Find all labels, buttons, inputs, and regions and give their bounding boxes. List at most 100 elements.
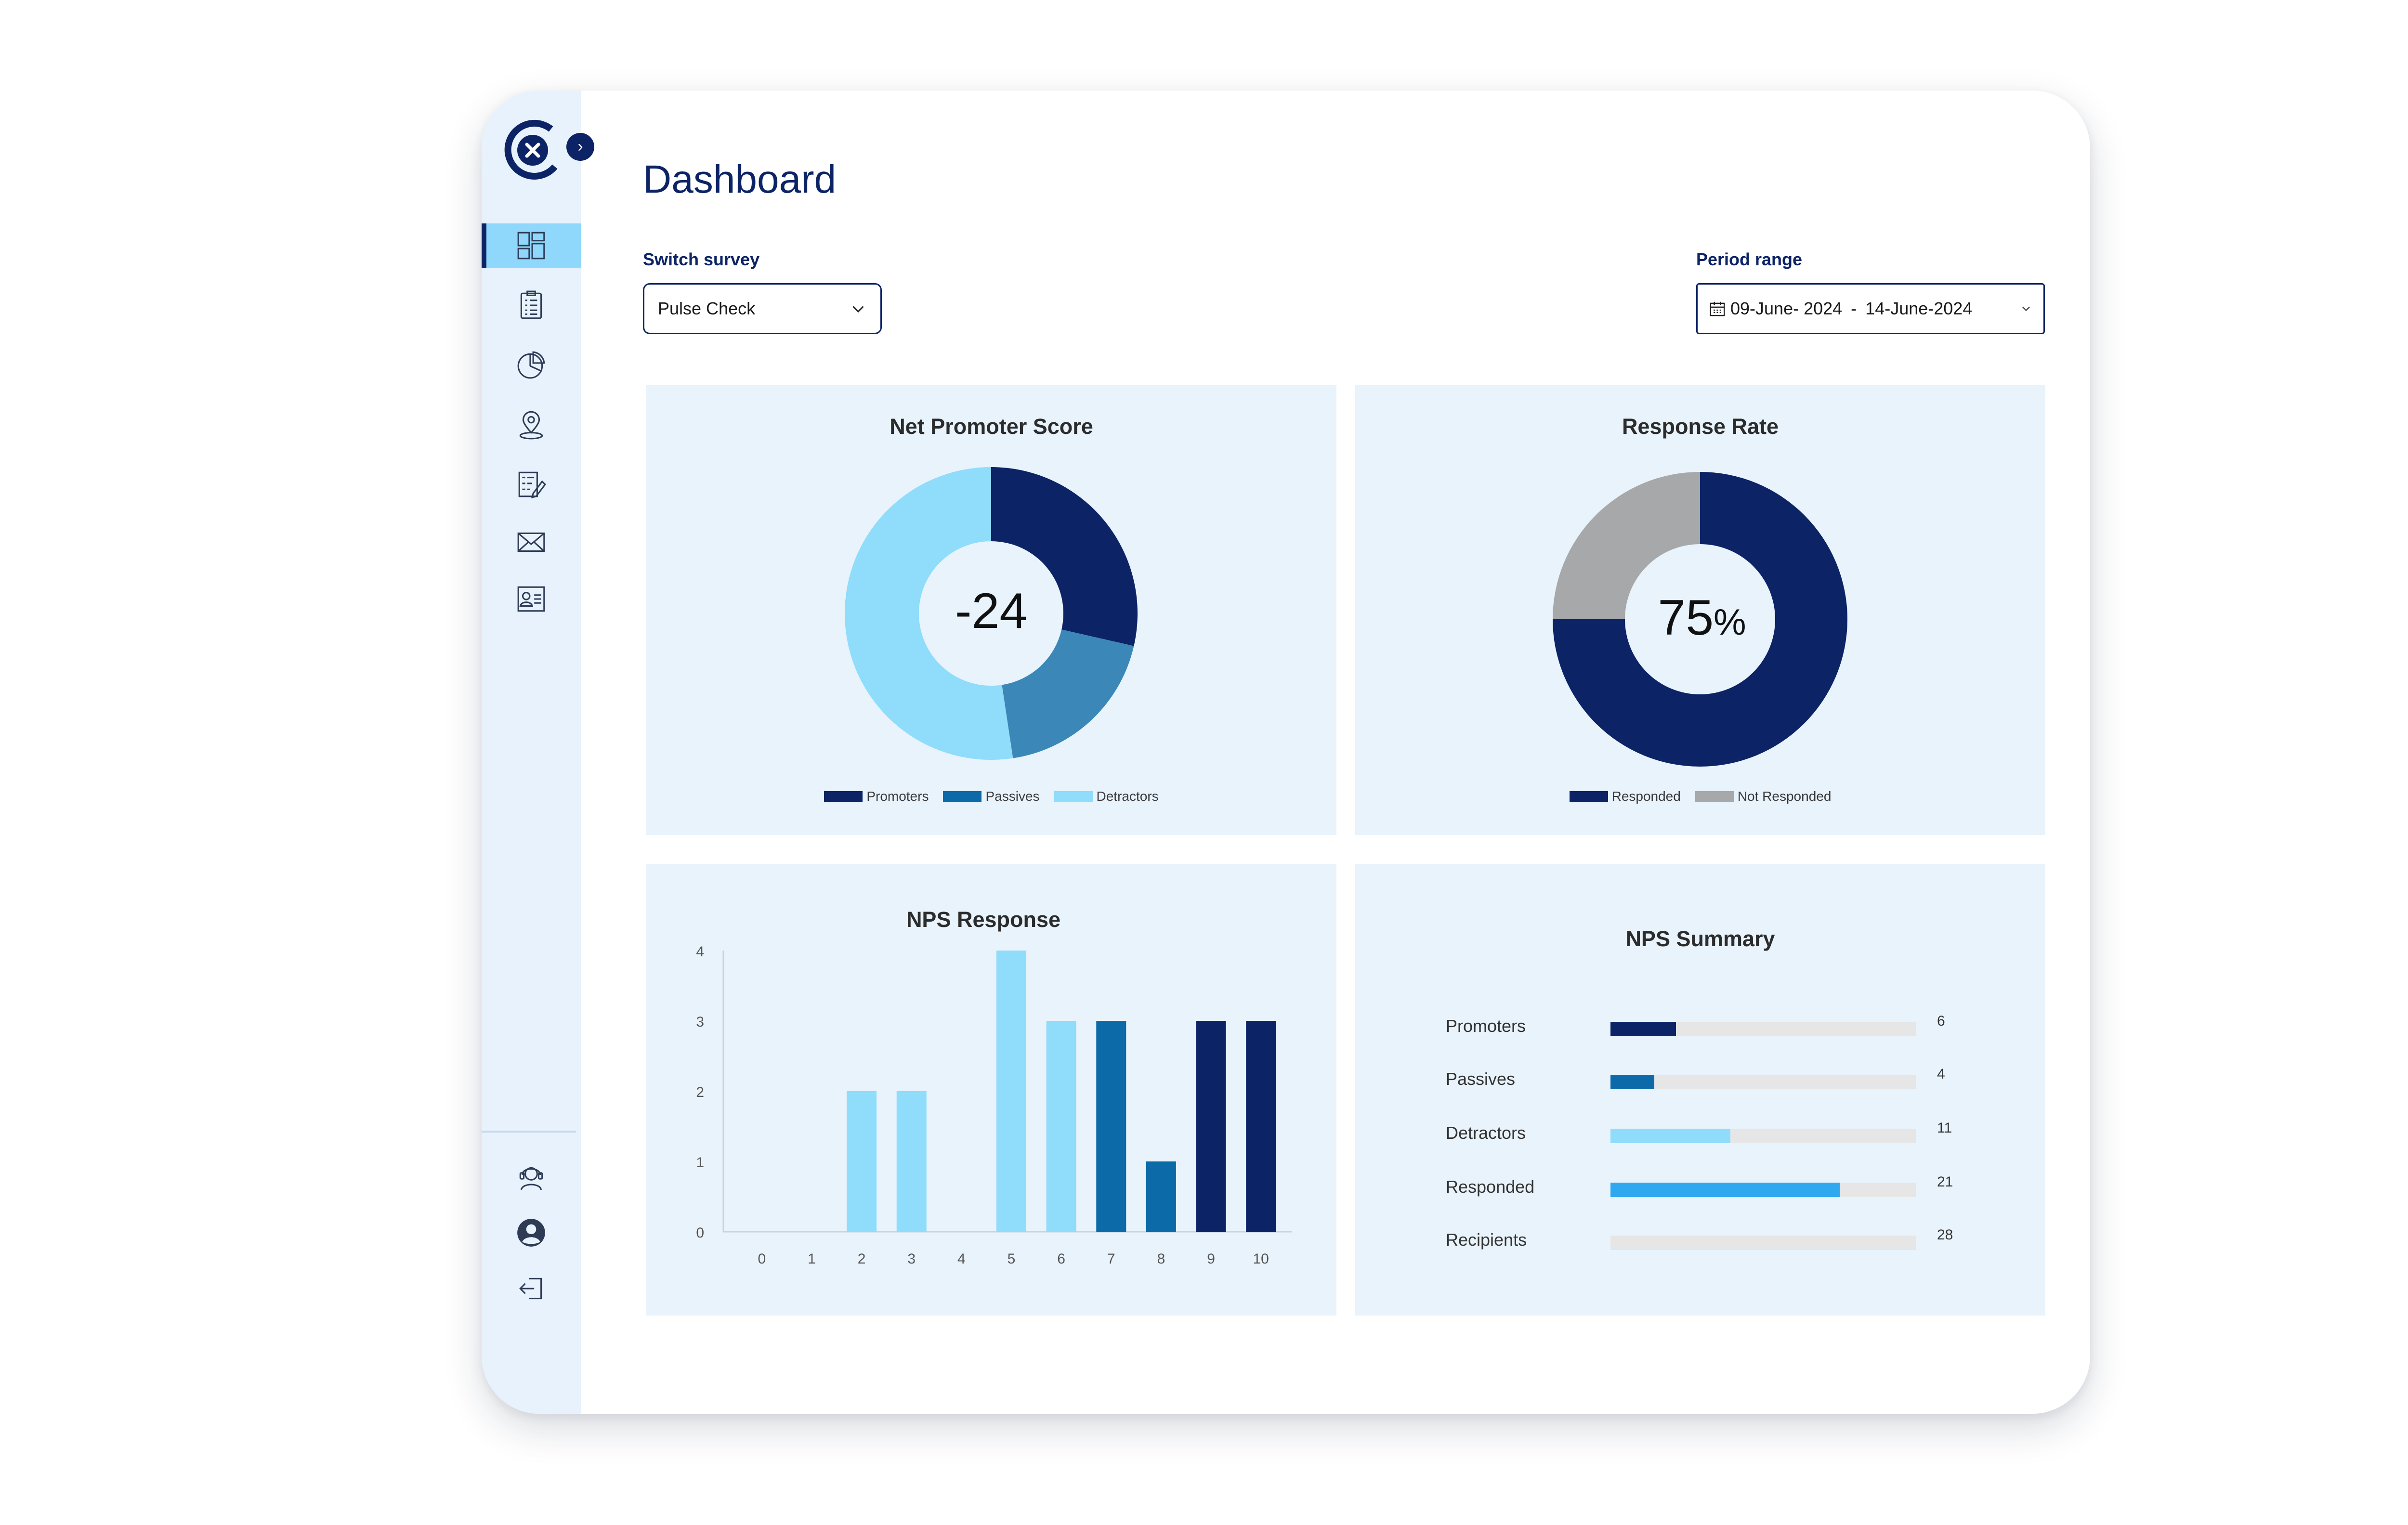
summary-row-passives: Passives 4 [1355, 1066, 2045, 1095]
brand-logo-icon[interactable] [502, 118, 564, 181]
legend-responded: Responded [1569, 789, 1681, 804]
summary-value: 11 [1937, 1120, 1952, 1136]
summary-row-detractors: Detractors 11 [1355, 1120, 2045, 1149]
summary-label: Responded [1446, 1177, 1535, 1197]
donut-slice-detractors [844, 467, 1013, 760]
summary-value: 4 [1937, 1066, 1945, 1082]
survey-list-icon [520, 290, 542, 319]
survey-select-value: Pulse Check [658, 299, 756, 318]
contact-card-icon [517, 586, 545, 612]
x-tick-label: 4 [957, 1251, 966, 1267]
legend-swatch [943, 791, 982, 802]
nps-score-value: -24 [955, 583, 1028, 639]
period-range-label: Period range [1696, 249, 1803, 269]
nps-summary-panel: NPS Summary Promoters 6 Passives 4 Detra… [1355, 864, 2045, 1316]
survey-select[interactable]: Pulse Check [643, 283, 882, 334]
legend-label: Not Responded [1737, 789, 1832, 804]
nps-score-title: Net Promoter Score [890, 414, 1093, 439]
legend-promoters: Promoters [824, 789, 929, 804]
x-tick-label: 8 [1157, 1251, 1165, 1267]
sidebar-item-surveys[interactable] [482, 283, 581, 327]
y-tick-label: 2 [696, 1084, 704, 1100]
logout-icon [519, 1277, 542, 1300]
donut-slice-not-responded [1553, 472, 1700, 619]
sidebar-item-profile[interactable] [482, 1211, 581, 1255]
bar-score-5 [996, 951, 1026, 1232]
legend-not-responded: Not Responded [1695, 789, 1832, 804]
summary-row-recipients: Recipients 28 [1355, 1227, 2045, 1256]
donut-slice-responded [1553, 472, 1847, 767]
pie-chart-icon [517, 351, 545, 379]
period-range-picker[interactable]: 09-June- 2024 - 14-June-2024 [1696, 283, 2045, 334]
legend-label: Responded [1611, 789, 1681, 804]
page-title: Dashboard [643, 157, 837, 201]
summary-value: 6 [1937, 1013, 1945, 1029]
sidebar-toggle-button[interactable]: › [566, 133, 594, 161]
summary-bar-track [1610, 1075, 1916, 1089]
sidebar-item-messages[interactable] [482, 520, 581, 564]
nps-donut-chart [844, 467, 1138, 760]
period-end-date: 14-June-2024 [1865, 299, 1973, 318]
sidebar-item-logout[interactable] [482, 1266, 581, 1311]
period-start-date: 09-June- 2024 [1730, 299, 1843, 318]
y-tick-label: 4 [696, 944, 704, 960]
sidebar: › [482, 91, 594, 1414]
chevron-down-icon [2022, 306, 2030, 312]
summary-bar-fill [1610, 1075, 1654, 1089]
legend-detractors: Detractors [1054, 789, 1159, 804]
legend-swatch [1054, 791, 1093, 802]
period-separator: - [1851, 299, 1857, 318]
sidebar-item-analytics[interactable] [482, 343, 581, 387]
bar-score-7 [1096, 1021, 1126, 1232]
nps-donut-legend: Promoters Passives Detractors [646, 789, 1336, 804]
summary-label: Detractors [1446, 1123, 1526, 1143]
bar-score-2 [847, 1091, 877, 1232]
y-tick-label: 1 [696, 1155, 704, 1171]
summary-bar-track [1610, 1183, 1916, 1197]
y-tick-label: 0 [696, 1225, 704, 1241]
legend-label: Passives [985, 789, 1040, 804]
response-rate-legend: Responded Not Responded [1355, 789, 2045, 804]
response-rate-number: 75 [1658, 590, 1714, 646]
sidebar-item-locations[interactable] [482, 403, 581, 447]
summary-bar-fill [1610, 1129, 1731, 1143]
summary-row-responded: Responded 21 [1355, 1174, 2045, 1203]
summary-bar-fill [1610, 1022, 1676, 1036]
nps-summary-title: NPS Summary [1625, 926, 1775, 951]
x-tick-label: 3 [907, 1251, 916, 1267]
legend-passives: Passives [943, 789, 1040, 804]
bar-score-8 [1146, 1161, 1176, 1232]
edit-form-icon [518, 471, 546, 498]
bar-score-3 [896, 1091, 927, 1232]
x-tick-label: 0 [758, 1251, 766, 1267]
x-tick-label: 2 [858, 1251, 866, 1267]
x-tick-label: 10 [1253, 1251, 1269, 1267]
x-tick-label: 9 [1207, 1251, 1215, 1267]
x-tick-label: 1 [808, 1251, 816, 1267]
bar-score-10 [1246, 1021, 1276, 1232]
response-rate-value: 75% [1639, 589, 1765, 647]
mail-icon [517, 532, 545, 552]
sidebar-item-contacts[interactable] [482, 577, 581, 621]
x-tick-label: 6 [1057, 1251, 1065, 1267]
app-window: › Dashbo [482, 91, 2090, 1414]
donut-slice-promoters [991, 467, 1138, 646]
nps-score-panel: Net Promoter Score -24 Promoters Passive… [646, 385, 1336, 835]
sidebar-item-forms[interactable] [482, 462, 581, 507]
support-agent-icon [519, 1167, 543, 1190]
location-pin-icon [519, 411, 543, 440]
summary-row-promoters: Promoters 6 [1355, 1013, 2045, 1042]
chevron-right-icon: › [577, 137, 583, 156]
legend-label: Detractors [1096, 789, 1159, 804]
sidebar-item-dashboard[interactable] [482, 223, 581, 268]
chevron-down-icon [852, 306, 864, 313]
sidebar-item-support[interactable] [482, 1155, 581, 1199]
sidebar-divider [482, 1131, 576, 1133]
legend-swatch [824, 791, 863, 802]
dashboard-icon [517, 232, 545, 260]
summary-label: Recipients [1446, 1230, 1527, 1250]
summary-label: Passives [1446, 1069, 1516, 1089]
switch-survey-label: Switch survey [643, 249, 760, 269]
nps-response-bar-chart: 0 1 2 3 4 0 1 2 3 4 5 6 7 8 9 10 [696, 944, 1292, 1267]
legend-label: Promoters [866, 789, 929, 804]
